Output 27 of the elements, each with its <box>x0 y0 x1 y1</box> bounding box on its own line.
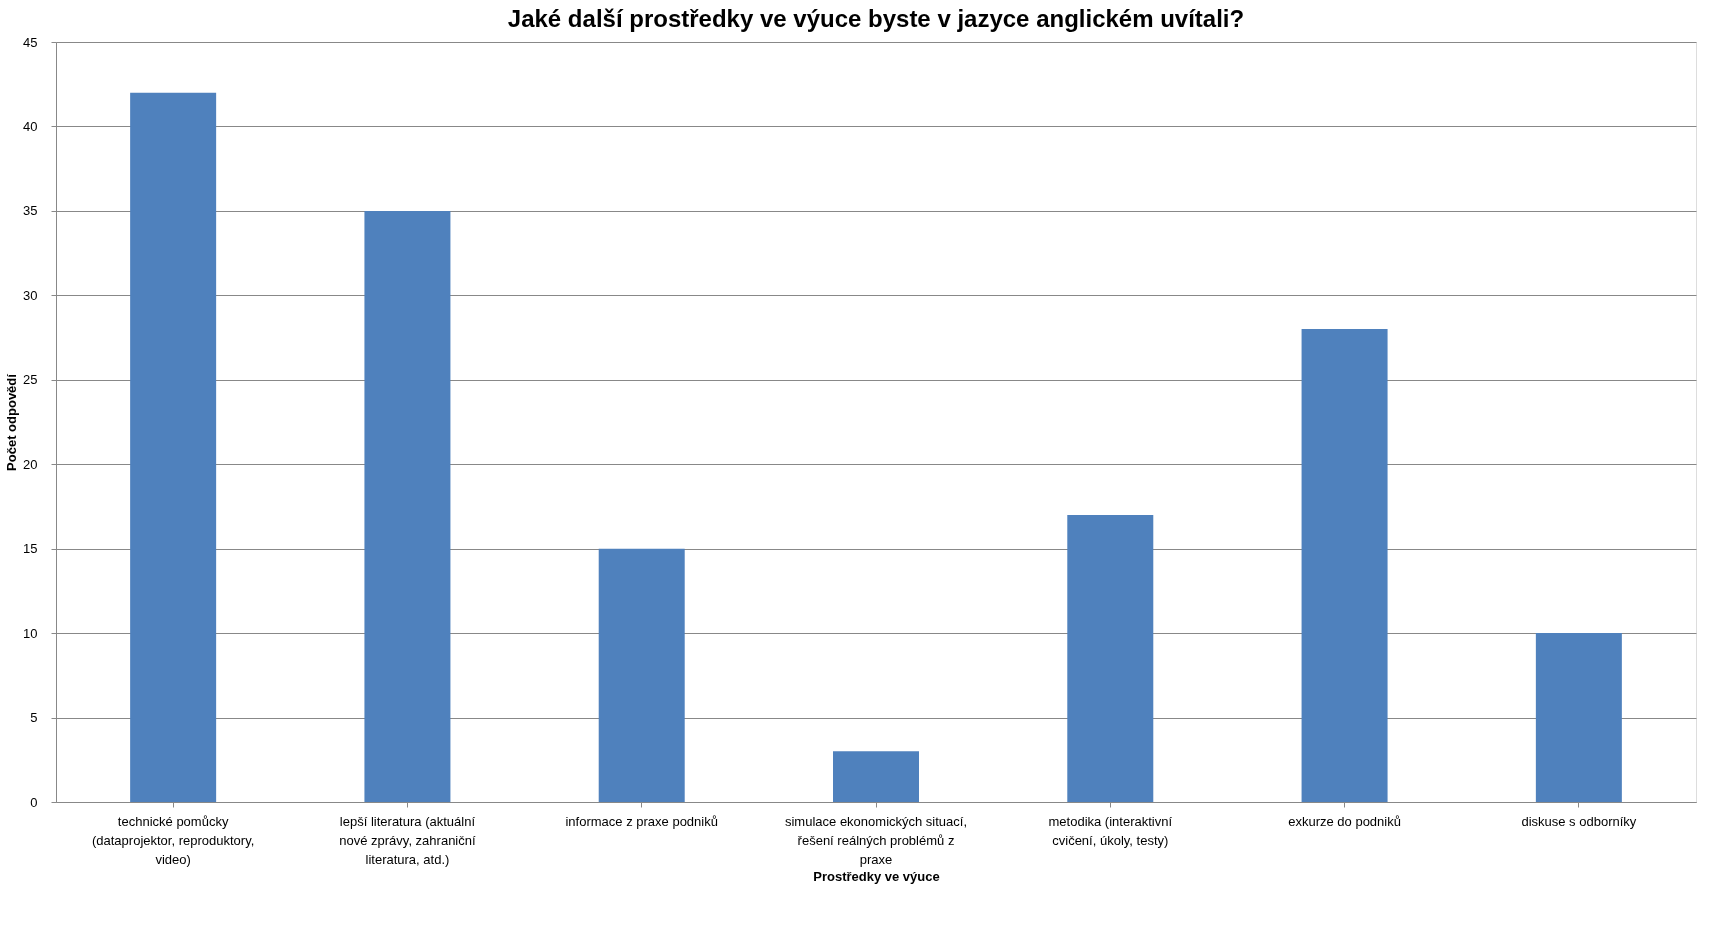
x-tick-label: informace z praxe podniků <box>565 813 718 829</box>
bar <box>833 751 919 802</box>
y-tick-label: 15 <box>23 541 38 557</box>
bar <box>1301 329 1388 802</box>
y-tick-label: 0 <box>30 794 38 810</box>
y-tick-label: 40 <box>23 118 38 134</box>
y-tick-label: 5 <box>30 710 38 726</box>
x-tick-label: simulace ekonomických situací, řešení reálných problémů z praxe <box>784 813 968 867</box>
chart-title: Jaké další prostředky ve výuce byste v jazyce anglickém uvítali? <box>507 5 1245 32</box>
y-tick-label: 35 <box>23 203 38 219</box>
bar <box>364 210 451 802</box>
y-axis-title: Počet odpovědí <box>4 373 20 471</box>
x-tick-label: lepší literatura (aktuální nové zprávy, zahraniční literatura, atd.) <box>339 813 476 867</box>
bar <box>1067 514 1154 802</box>
x-axis-title: Prostředky ve výuce <box>813 868 940 884</box>
x-tick-label: metodika (interaktivní cvičení, úkoly, testy) <box>1048 813 1173 848</box>
y-tick-label: 45 <box>23 34 38 50</box>
y-tick-label: 10 <box>23 625 38 641</box>
y-tick-label: 20 <box>23 456 38 472</box>
x-tick-label: technické pomůcky (dataprojektor, reproduktory, video) <box>91 813 255 867</box>
x-tick-label: diskuse s odborníky <box>1521 813 1637 829</box>
y-tick-label: 30 <box>23 287 38 303</box>
x-tick-label: exkurze do podniků <box>1288 813 1401 829</box>
bar <box>598 548 685 802</box>
bar <box>130 92 217 802</box>
bar <box>1535 633 1622 802</box>
y-tick-label: 25 <box>23 372 38 388</box>
